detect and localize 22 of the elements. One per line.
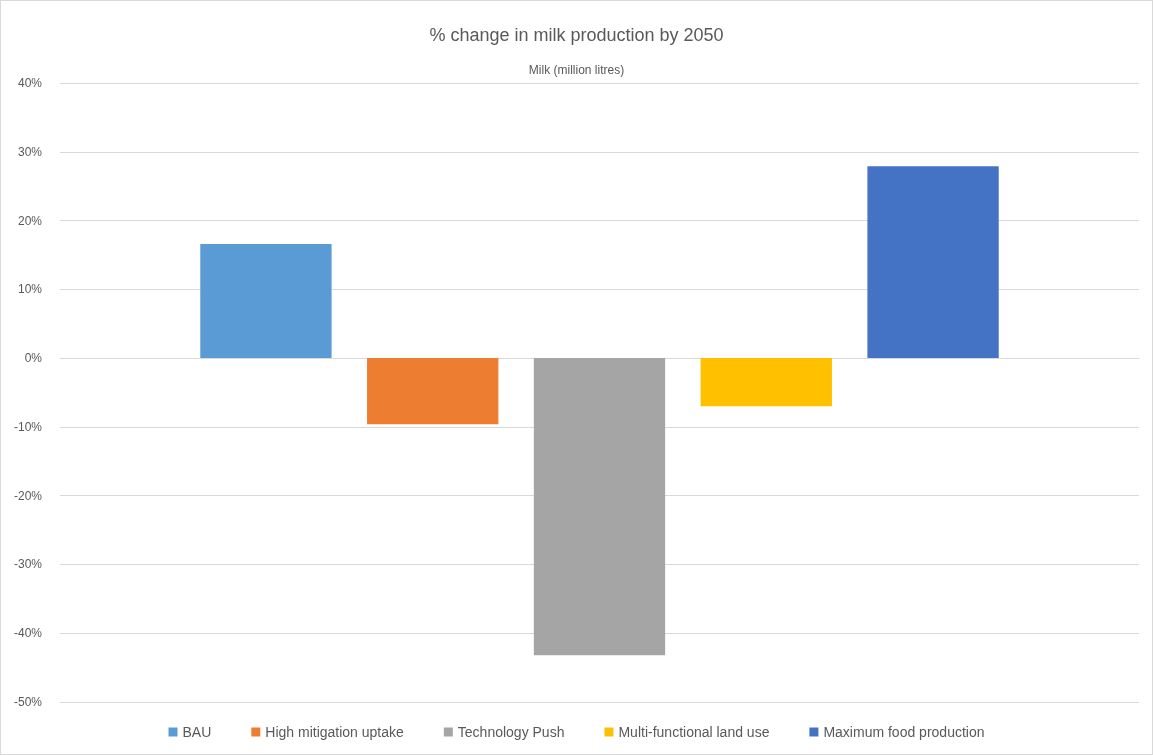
y-tick-label: -50% — [13, 695, 43, 709]
legend-label: Multi-functional land use — [618, 724, 770, 740]
y-tick-label: 20% — [17, 213, 43, 228]
legend-label: Maximum food production — [823, 724, 985, 740]
bar — [200, 243, 332, 359]
chart-subtitle: Milk (million litres) — [528, 63, 625, 77]
y-tick-label: -30% — [13, 557, 43, 572]
y-tick-label: 40% — [17, 76, 43, 90]
bar — [533, 358, 666, 656]
y-tick-label: 30% — [17, 144, 43, 159]
y-tick-label: -40% — [13, 626, 43, 641]
legend-label: Technology Push — [457, 724, 565, 740]
bar — [867, 166, 999, 359]
y-tick-label: -20% — [13, 488, 43, 503]
y-tick-label: -10% — [13, 419, 43, 434]
bar — [700, 358, 832, 407]
legend-label: High mitigation uptake — [265, 724, 405, 740]
legend-label: BAU — [182, 724, 212, 740]
y-tick-label: 10% — [17, 282, 43, 297]
bar — [367, 358, 499, 425]
chart-title: % change in milk production by 2050 — [429, 25, 724, 45]
y-tick-label: 0% — [24, 351, 43, 366]
